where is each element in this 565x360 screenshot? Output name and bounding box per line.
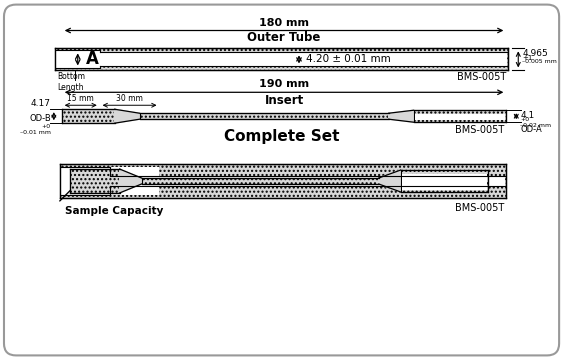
Polygon shape: [389, 110, 414, 122]
Text: 15 mm: 15 mm: [67, 94, 94, 103]
Text: 4.20 ± 0.01 mm: 4.20 ± 0.01 mm: [306, 54, 391, 64]
Text: 4.17: 4.17: [31, 99, 51, 108]
Polygon shape: [120, 169, 141, 193]
Text: –0.005 mm: –0.005 mm: [522, 59, 557, 64]
Bar: [99, 53, 507, 66]
Bar: [110, 176, 505, 186]
Text: OD-B: OD-B: [29, 114, 51, 123]
Bar: [61, 167, 110, 195]
Text: A: A: [86, 50, 98, 68]
Polygon shape: [115, 109, 140, 123]
Text: 4.965: 4.965: [522, 49, 548, 58]
Text: BMS-005T: BMS-005T: [455, 125, 505, 135]
Bar: [401, 170, 488, 192]
Text: BMS-005T: BMS-005T: [455, 203, 505, 213]
Text: +0
–0.01 mm: +0 –0.01 mm: [20, 124, 51, 135]
Bar: [62, 109, 115, 123]
Text: Sample Capacity: Sample Capacity: [65, 206, 163, 216]
Bar: [56, 50, 99, 68]
Text: Complete Set: Complete Set: [224, 129, 340, 144]
Bar: [402, 174, 488, 190]
Bar: [61, 167, 159, 195]
Text: +0
–0.02 mm: +0 –0.02 mm: [520, 117, 551, 128]
Text: +1: +1: [522, 55, 533, 62]
Bar: [415, 114, 505, 120]
Text: 30 mm: 30 mm: [116, 94, 143, 103]
Text: 190 mm: 190 mm: [259, 79, 309, 89]
Text: Outer Tube: Outer Tube: [247, 31, 321, 45]
Bar: [60, 164, 506, 198]
Text: BMS-005T: BMS-005T: [457, 72, 506, 82]
Text: Bottom
Length: Bottom Length: [57, 72, 85, 92]
Bar: [414, 110, 506, 122]
Bar: [69, 169, 120, 193]
Text: Insert: Insert: [264, 94, 303, 107]
FancyBboxPatch shape: [4, 5, 559, 355]
Bar: [55, 49, 509, 70]
Text: 180 mm: 180 mm: [259, 18, 309, 27]
Polygon shape: [379, 170, 401, 192]
Text: OD-A: OD-A: [520, 125, 542, 134]
Bar: [141, 178, 379, 184]
Bar: [140, 113, 389, 119]
Text: 4.1: 4.1: [520, 111, 534, 120]
